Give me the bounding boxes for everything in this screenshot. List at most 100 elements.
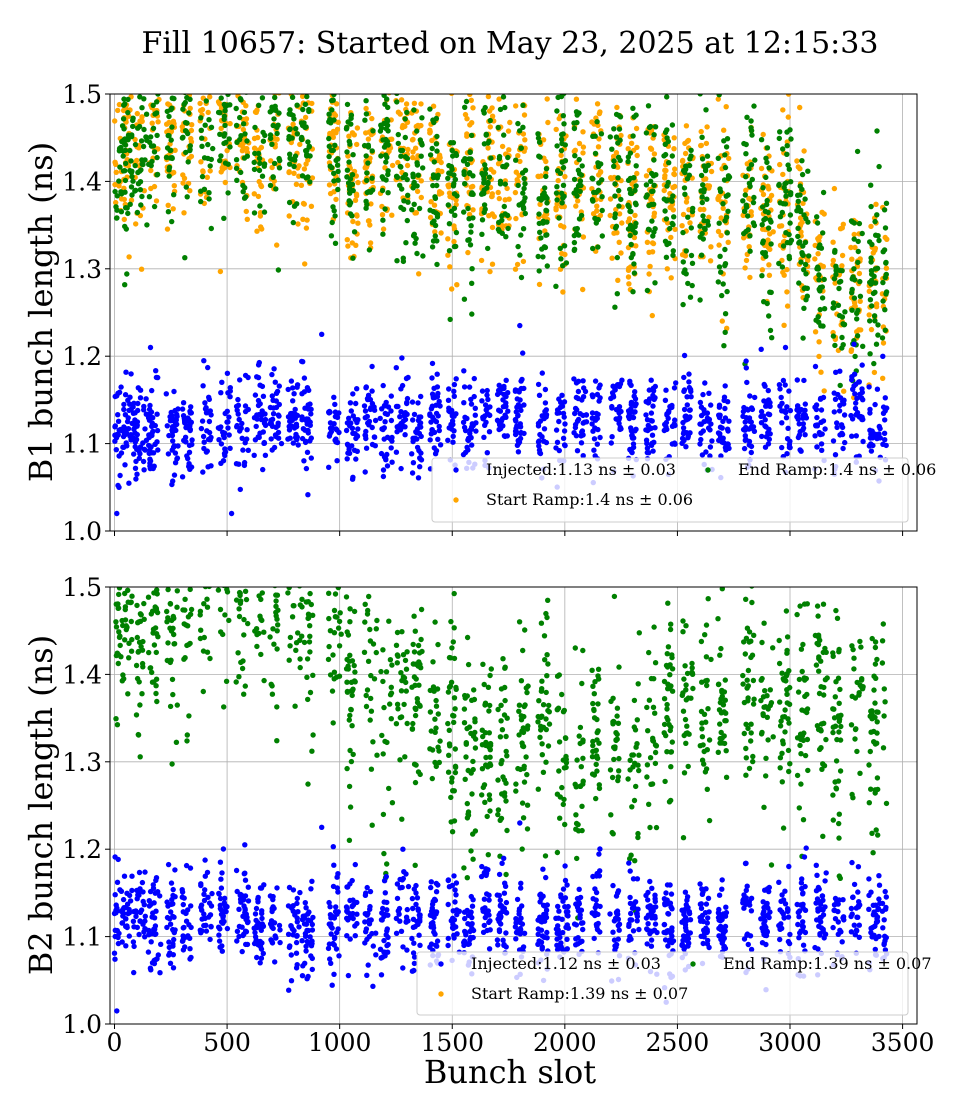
data-point — [680, 229, 686, 236]
data-point — [688, 394, 694, 400]
data-point — [199, 173, 206, 180]
data-point — [726, 155, 732, 162]
data-point — [722, 329, 728, 335]
data-point — [687, 386, 694, 393]
data-point — [725, 441, 731, 448]
data-point — [816, 277, 822, 283]
data-point — [517, 424, 524, 430]
data-point — [224, 419, 230, 425]
data-point — [412, 240, 418, 246]
data-point — [156, 67, 161, 72]
data-point — [480, 107, 487, 114]
data-point — [207, 163, 213, 169]
data-point — [589, 392, 595, 398]
data-point — [535, 135, 542, 141]
data-point — [434, 214, 441, 220]
data-point — [558, 152, 564, 158]
data-point — [866, 384, 872, 390]
data-point — [165, 209, 172, 215]
data-point — [870, 250, 876, 256]
data-point — [643, 412, 649, 418]
b1-y-tick-label: 1.2 — [62, 342, 102, 371]
data-point — [380, 751, 386, 757]
data-point — [537, 201, 543, 207]
data-point — [670, 248, 676, 254]
data-point — [446, 221, 453, 227]
data-point — [616, 126, 623, 132]
data-point — [452, 746, 458, 752]
data-point — [413, 210, 419, 216]
data-point — [668, 204, 674, 211]
data-point — [400, 86, 405, 91]
data-point — [134, 209, 141, 216]
data-point — [851, 266, 857, 272]
data-point — [253, 544, 258, 549]
data-point — [830, 333, 837, 339]
data-point — [113, 652, 120, 659]
data-point — [683, 248, 689, 254]
data-point — [679, 223, 685, 229]
data-point — [293, 431, 299, 438]
data-point — [467, 242, 474, 248]
data-point — [883, 260, 889, 266]
data-point — [326, 615, 332, 622]
data-point — [630, 441, 637, 447]
data-point — [513, 215, 519, 222]
data-point — [148, 611, 154, 617]
data-point — [797, 104, 803, 111]
data-point — [741, 404, 747, 411]
data-point — [294, 102, 300, 108]
data-point — [169, 481, 175, 488]
data-point — [113, 579, 118, 584]
data-point — [484, 450, 490, 456]
data-point — [389, 459, 395, 465]
data-point — [672, 441, 678, 447]
data-point — [147, 402, 153, 409]
data-point — [270, 626, 276, 632]
data-point — [337, 610, 343, 616]
data-point — [703, 107, 709, 113]
data-point — [766, 262, 772, 268]
data-point — [268, 436, 274, 442]
data-point — [332, 240, 339, 246]
data-point — [169, 761, 175, 767]
data-point — [140, 143, 147, 150]
data-point — [689, 260, 696, 266]
data-point — [149, 120, 155, 126]
data-point — [402, 432, 408, 438]
data-point — [697, 399, 704, 406]
data-point — [580, 432, 586, 438]
data-point — [454, 282, 460, 288]
data-point — [149, 669, 155, 676]
data-point — [183, 65, 188, 70]
data-point — [112, 393, 118, 400]
data-point — [372, 417, 379, 424]
data-point — [335, 587, 341, 591]
data-point — [254, 228, 260, 234]
data-point — [489, 193, 495, 200]
data-point — [305, 416, 311, 422]
data-point — [869, 303, 875, 309]
data-point — [611, 230, 617, 236]
data-point — [506, 196, 512, 202]
data-point — [125, 691, 131, 697]
data-point — [154, 569, 159, 574]
data-point — [487, 672, 493, 679]
data-point — [205, 436, 212, 443]
data-point — [289, 614, 296, 620]
data-point — [152, 604, 158, 610]
data-point — [596, 110, 603, 117]
data-point — [379, 174, 385, 180]
data-point — [717, 412, 723, 418]
data-point — [189, 437, 195, 443]
data-point — [609, 390, 616, 396]
data-point — [542, 386, 549, 393]
data-point — [380, 382, 386, 389]
data-point — [707, 453, 713, 459]
data-point — [410, 154, 416, 161]
data-point — [453, 150, 459, 157]
data-point — [186, 64, 191, 69]
data-point — [558, 94, 565, 100]
data-point — [255, 0, 260, 5]
data-point — [292, 703, 298, 709]
